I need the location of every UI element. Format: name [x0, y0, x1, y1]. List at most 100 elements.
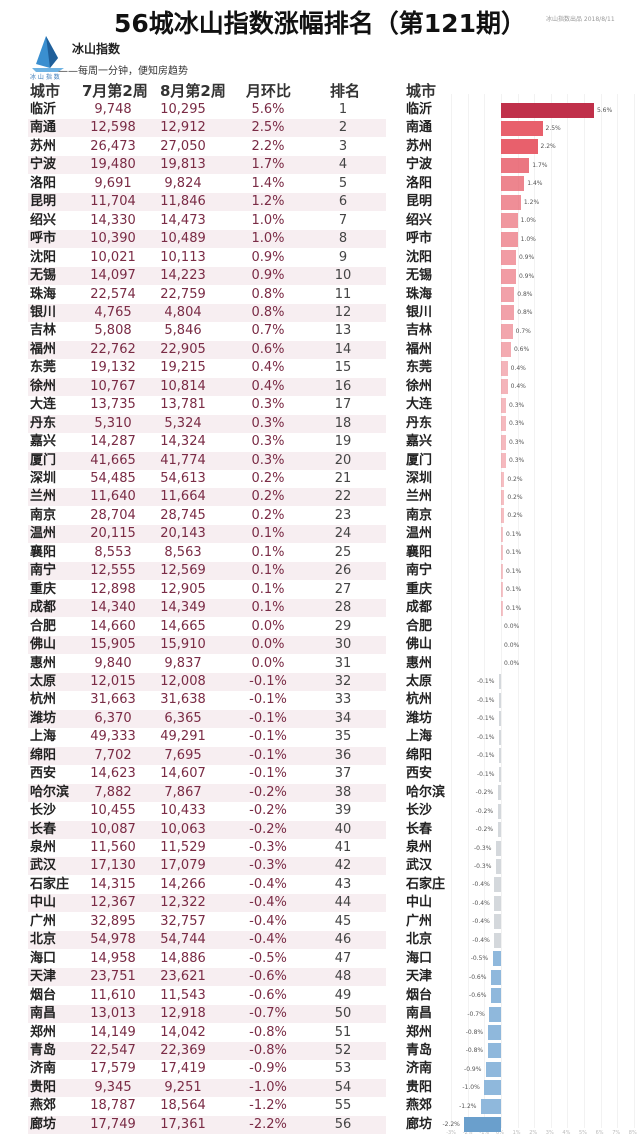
bar-data-label: 0.6% [513, 346, 530, 354]
cell-city: 苏州 [30, 138, 57, 154]
cell-jul-value: 19,480 [90, 157, 136, 173]
cell-city: 襄阳 [30, 544, 57, 560]
bar-data-label: -0.1% [477, 715, 495, 723]
bar-data-label: 0.4% [510, 383, 526, 391]
cell-aug-value: 5,324 [164, 415, 202, 431]
chart-category-label: 珠海 [406, 286, 433, 302]
table-row: 上海 49,333 49,291 -0.1% 35 [28, 728, 386, 746]
table-row: 青岛 22,547 22,369 -0.8% 52 [28, 1041, 386, 1060]
cell-city: 兰州 [30, 489, 57, 505]
cell-mom-change: 0.0% [251, 637, 285, 653]
chart-category-label: 昆明 [406, 194, 433, 210]
bar [501, 102, 594, 118]
cell-mom-change: 0.2% [251, 471, 285, 486]
cell-aug-value: 6,365 [164, 710, 202, 726]
cell-jul-value: 13,013 [90, 1006, 136, 1022]
bar-data-label: -1.2% [459, 1102, 477, 1110]
header-city2: 城市 [406, 82, 437, 100]
bar [501, 360, 508, 376]
chart-category-label: 兰州 [406, 489, 433, 505]
cell-jul-value: 10,767 [90, 378, 136, 394]
cell-mom-change: 0.6% [251, 341, 285, 357]
cell-rank: 12 [334, 304, 352, 320]
bar-data-label: 0.9% [518, 254, 535, 262]
bar [496, 858, 501, 874]
cell-rank: 48 [334, 969, 352, 985]
chart-category-label: 济南 [406, 1061, 433, 1077]
grid-line [451, 94, 453, 1128]
cell-jul-value: 31,663 [90, 692, 136, 708]
cell-city: 吉林 [30, 323, 57, 339]
cell-mom-change: 1.4% [251, 175, 285, 191]
chart-category-label: 武汉 [406, 858, 433, 874]
chart-category-label: 青岛 [406, 1042, 433, 1058]
cell-aug-value: 17,419 [160, 1061, 206, 1077]
chart-category-label: 洛阳 [406, 175, 433, 191]
cell-mom-change: -0.1% [249, 710, 287, 726]
grid-line [617, 94, 619, 1128]
cell-rank: 34 [334, 710, 352, 726]
cell-jul-value: 7,702 [94, 747, 132, 763]
table-row: 西安 14,623 14,607 -0.1% 37 [28, 765, 386, 783]
bar [484, 1080, 501, 1096]
table-row: 潍坊 6,370 6,365 -0.1% 34 [28, 709, 386, 728]
bar-data-label: -0.2% [475, 789, 494, 797]
cell-rank: 11 [334, 286, 352, 302]
chart-category-label: 惠州 [406, 655, 433, 671]
cell-rank: 24 [334, 526, 352, 542]
cell-mom-change: 5.6% [251, 102, 285, 117]
cell-city: 无锡 [30, 268, 57, 284]
cell-jul-value: 22,762 [90, 341, 136, 357]
cell-rank: 26 [334, 563, 352, 579]
cell-city: 洛阳 [30, 175, 57, 191]
bar-data-label: 0.7% [515, 327, 531, 335]
table-row: 临沂 9,748 10,295 5.6% 1 [28, 101, 386, 119]
cell-mom-change: 0.8% [251, 286, 285, 302]
cell-aug-value: 12,008 [160, 673, 206, 689]
grid-line [534, 94, 536, 1128]
cell-rank: 49 [334, 987, 352, 1003]
cell-jul-value: 13,735 [90, 397, 136, 413]
cell-city: 西安 [30, 766, 57, 782]
table-row: 长春 10,087 10,063 -0.2% 40 [28, 820, 386, 839]
cell-jul-value: 9,748 [94, 102, 132, 117]
cell-rank: 39 [334, 803, 352, 819]
cell-jul-value: 14,287 [90, 434, 136, 450]
bar-data-label: -0.3% [474, 844, 492, 852]
chart-category-label: 燕郊 [406, 1098, 433, 1114]
cell-aug-value: 41,774 [160, 452, 206, 468]
table-row: 呼市 10,390 10,489 1.0% 8 [28, 230, 386, 249]
bar [501, 526, 503, 542]
cell-rank: 45 [334, 913, 352, 929]
bar-data-label: -0.1% [477, 770, 495, 778]
chart-category-label: 合肥 [406, 618, 433, 634]
cell-rank: 36 [334, 747, 352, 763]
cell-aug-value: 23,621 [160, 969, 206, 985]
table-row: 北京 54,978 54,744 -0.4% 46 [28, 931, 386, 950]
cell-city: 合肥 [30, 618, 57, 634]
bar [501, 213, 518, 229]
bar [464, 1117, 501, 1133]
cell-aug-value: 17,079 [160, 858, 206, 874]
table-row: 南昌 13,013 12,918 -0.7% 50 [28, 1005, 386, 1024]
x-tick-label: -3% [446, 1130, 456, 1136]
chart-category-label: 成都 [406, 600, 433, 616]
bar-data-label: 0.9% [518, 272, 535, 280]
cell-aug-value: 12,918 [160, 1006, 206, 1022]
table-row: 佛山 15,905 15,910 0.0% 30 [28, 636, 386, 655]
cell-city: 南宁 [30, 563, 57, 579]
cell-city: 温州 [30, 526, 57, 542]
cell-mom-change: -1.2% [249, 1098, 287, 1114]
chart-category-label: 徐州 [406, 378, 433, 394]
bar-data-label: 0.1% [506, 567, 522, 575]
cell-rank: 2 [338, 120, 348, 136]
bar-data-label: -0.4% [472, 936, 490, 944]
bar [501, 471, 505, 487]
header-city: 城市 [30, 82, 61, 100]
table-row: 厦门 41,665 41,774 0.3% 20 [28, 451, 386, 470]
cell-jul-value: 54,485 [90, 471, 136, 486]
cell-aug-value: 10,489 [160, 231, 206, 247]
chart-category-label: 廊坊 [406, 1116, 433, 1132]
x-tick-label: -2% [462, 1130, 473, 1136]
chart-category-label: 南宁 [406, 563, 433, 579]
